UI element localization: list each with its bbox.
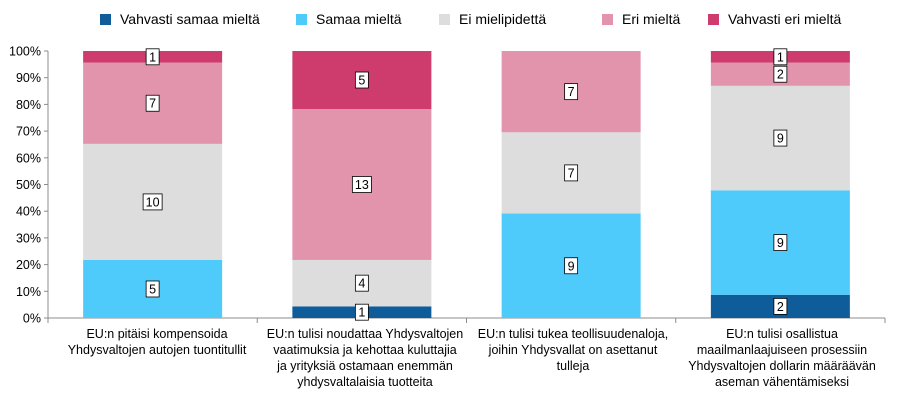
data-label-box: [773, 48, 788, 66]
category-label: EU:n pitäisi kompensoida Yhdysvaltojen a…: [52, 326, 262, 358]
data-label-box: [564, 164, 579, 182]
legend-swatch: [439, 13, 450, 25]
data-label: 1: [358, 306, 365, 320]
category-label-line: vaatimuksia ja kehottaa kuluttajia: [273, 343, 457, 357]
data-label: 5: [358, 74, 365, 88]
legend-swatch: [296, 13, 307, 25]
category-label: EU:n tulisi osallistua maailmanlaajuisee…: [677, 326, 887, 390]
data-label-box: [142, 193, 163, 211]
category-label-line: Yhdysvaltojen autojen tuontitullit: [67, 343, 247, 357]
legend-item-vahvasti-eri: Vahvasti eri mieltä: [708, 10, 841, 28]
y-tick-label: 70%: [16, 125, 41, 139]
data-label: 7: [149, 97, 156, 111]
data-label-box: [354, 71, 369, 89]
data-label-box: [773, 129, 788, 147]
category-label-line: tulleja: [556, 359, 590, 373]
data-label: 4: [358, 277, 365, 291]
legend-label: Eri mieltä: [622, 11, 681, 27]
data-label-box: [773, 297, 788, 315]
category-label: EU:n tulisi tukea teollisuudenaloja, joi…: [468, 326, 678, 374]
data-label-box: [145, 94, 160, 112]
data-label: 10: [146, 195, 160, 209]
legend-item-samaa: Samaa mieltä: [296, 10, 402, 28]
data-label: 5: [149, 282, 156, 296]
data-label-box: [354, 274, 369, 292]
category-label-line: EU:n tulisi tukea teollisuudenaloja,: [477, 327, 669, 341]
data-label-box: [354, 303, 369, 321]
legend-label: Ei mielipidettä: [459, 11, 547, 27]
data-label-box: [145, 280, 160, 298]
category-label-line: ja yrityksiä ostamaan enemmän: [277, 359, 453, 373]
data-label: 1: [149, 50, 156, 64]
data-label-box: [564, 83, 579, 101]
data-label: 9: [777, 236, 784, 250]
data-label-box: [145, 48, 160, 66]
y-tick-label: 40%: [16, 205, 41, 219]
category-label-line: EU:n tulisi noudattaa Yhdysvaltojen: [266, 327, 464, 341]
legend-swatch: [100, 13, 111, 25]
y-tick-label: 60%: [16, 151, 41, 165]
legend-swatch: [602, 13, 613, 25]
y-tick-label: 50%: [16, 178, 41, 192]
y-tick-label: 30%: [16, 231, 41, 245]
legend-swatch: [708, 13, 719, 25]
y-tick-label: 20%: [16, 258, 41, 272]
legend-label: Vahvasti eri mieltä: [728, 11, 842, 27]
y-tick-label: 100%: [9, 45, 41, 59]
data-label: 2: [777, 300, 784, 314]
data-label: 7: [568, 85, 575, 99]
data-label: 9: [777, 132, 784, 146]
y-tick-label: 10%: [16, 285, 41, 299]
data-label: 2: [777, 68, 784, 82]
category-label: EU:n tulisi noudattaa Yhdysvaltojen vaat…: [260, 326, 470, 390]
data-label-box: [773, 65, 788, 83]
legend-item-vahvasti-samaa: Vahvasti samaa mieltä: [100, 10, 260, 28]
legend-label: Vahvasti samaa mieltä: [120, 11, 260, 27]
data-label: 9: [568, 259, 575, 273]
category-label-line: maailmanlaajuiseen prosessiin: [696, 343, 868, 357]
category-label-line: yhdysvaltalaisia tuotteita: [297, 375, 433, 389]
data-label: 1: [777, 50, 784, 64]
category-label-line: EU:n tulisi osallistua: [726, 327, 838, 341]
data-label: 13: [355, 178, 369, 192]
category-label-line: EU:n pitäisi kompensoida: [86, 327, 228, 341]
y-tick-label: 0%: [23, 312, 41, 326]
y-tick-label: 90%: [16, 71, 41, 85]
legend-item-eri: Eri mieltä: [602, 10, 680, 28]
legend-label: Samaa mieltä: [316, 11, 402, 27]
category-label-line: joihin Yhdysvallat on asettanut: [488, 343, 658, 357]
data-label-box: [564, 257, 579, 275]
category-label-line: Yhdysvaltojen dollarin määräävän: [688, 359, 876, 373]
category-label-line: aseman vähentämiseksi: [714, 375, 850, 389]
data-label-box: [351, 176, 372, 193]
data-label: 7: [568, 166, 575, 180]
data-label-box: [773, 234, 788, 251]
y-tick-label: 80%: [16, 98, 41, 112]
legend-item-ei-mielipidetta: Ei mielipidettä: [439, 10, 546, 28]
chart-legend: Vahvasti samaa mieltä Samaa mieltä Ei mi…: [0, 0, 900, 34]
